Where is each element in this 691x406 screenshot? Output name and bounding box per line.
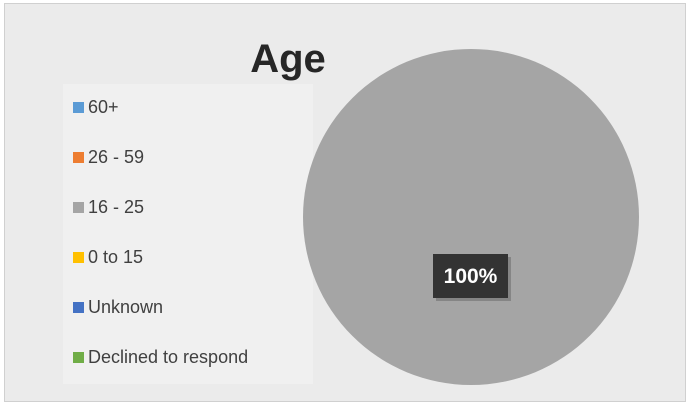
- legend-label: 26 - 59: [88, 146, 145, 167]
- legend-item: 16 - 25: [73, 196, 144, 218]
- legend-item: Declined to respond: [73, 346, 248, 368]
- legend-swatch: [73, 101, 84, 113]
- legend-item: Unknown: [73, 296, 163, 318]
- chart-title: Age: [250, 37, 326, 81]
- legend-swatch: [73, 151, 84, 163]
- legend-item: 0 to 15: [73, 246, 143, 268]
- data-label-box: [433, 254, 508, 298]
- legend-label: 60+: [88, 96, 119, 117]
- legend-swatch: [73, 251, 84, 263]
- legend-label: Declined to respond: [88, 346, 249, 367]
- legend-item: 60+: [73, 96, 119, 118]
- pie-slice: [303, 49, 639, 385]
- chart-area: Age 60+ 26 - 59 16 - 25 0 to 15 Unknown Decli…: [4, 3, 686, 402]
- legend-label: 0 to 15: [88, 246, 144, 267]
- pie-chart: 100%: [303, 49, 639, 385]
- legend-item: 26 - 59: [73, 146, 144, 168]
- legend: 60+ 26 - 59 16 - 25 0 to 15 Unknown Declined …: [63, 84, 313, 384]
- legend-label: Unknown: [88, 296, 164, 317]
- legend-swatch: [73, 301, 84, 313]
- data-label-text: 100%: [444, 265, 498, 288]
- legend-swatch: [73, 351, 84, 363]
- legend-label: 16 - 25: [88, 196, 145, 217]
- legend-swatch: [73, 201, 84, 213]
- data-label: 100%: [433, 254, 511, 301]
